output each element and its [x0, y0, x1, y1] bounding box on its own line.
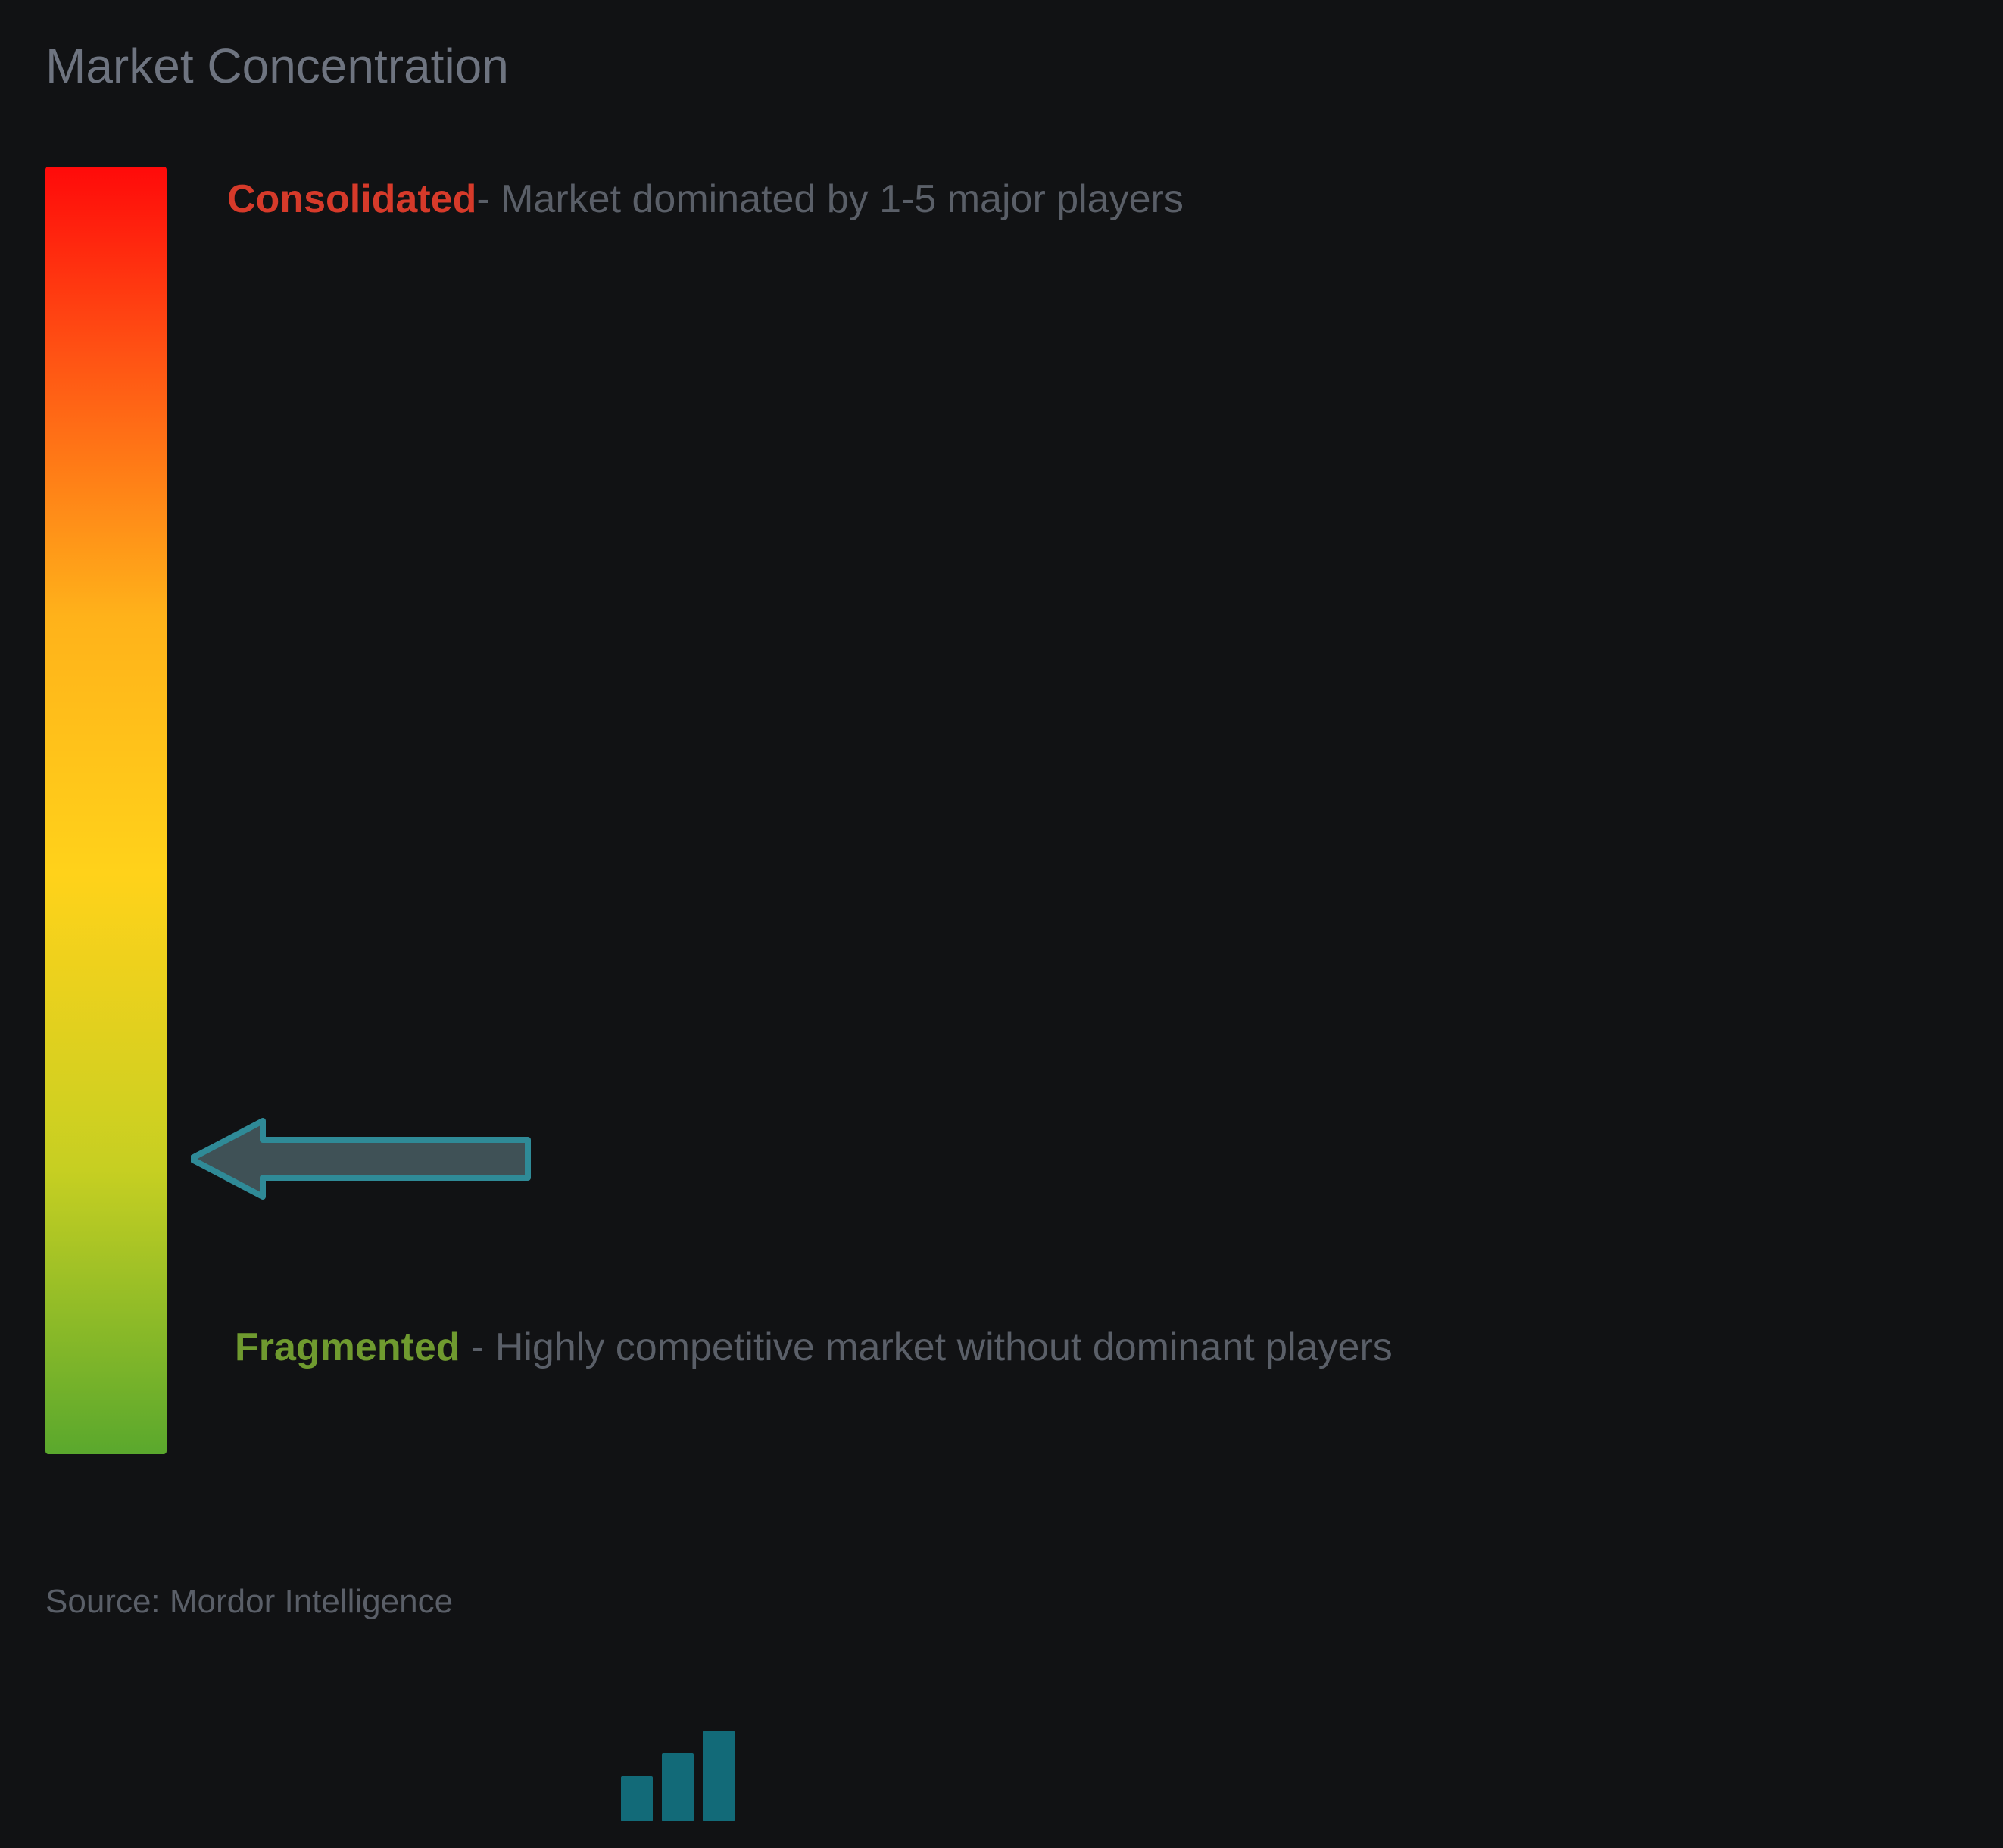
- source-label: Source:: [45, 1583, 161, 1620]
- source-value: Mordor Intelligence: [170, 1583, 453, 1620]
- arrow-shape: [191, 1121, 528, 1197]
- logo-bar: [703, 1731, 735, 1821]
- concentration-scale-bar: [45, 167, 167, 1454]
- logo-bar: [621, 1776, 653, 1821]
- consolidated-label: Consolidated- Market dominated by 1-5 ma…: [227, 174, 1184, 226]
- chart-title: Market Concentration: [45, 38, 509, 94]
- market-concentration-infographic: Market Concentration Consolidated- Marke…: [0, 0, 2003, 1848]
- consolidated-rest: - Market dominated by 1-5 major players: [476, 177, 1184, 221]
- fragmented-highlight: Fragmented: [235, 1325, 460, 1369]
- fragmented-label: Fragmented - Highly competitive market w…: [235, 1318, 1393, 1377]
- fragmented-rest: - Highly competitive market without domi…: [460, 1325, 1393, 1369]
- consolidated-highlight: Consolidated: [227, 177, 476, 221]
- mordor-logo-icon: [621, 1731, 757, 1821]
- source-line: Source: Mordor Intelligence: [45, 1583, 453, 1621]
- logo-bar: [662, 1753, 694, 1821]
- indicator-arrow-icon: [191, 1117, 532, 1200]
